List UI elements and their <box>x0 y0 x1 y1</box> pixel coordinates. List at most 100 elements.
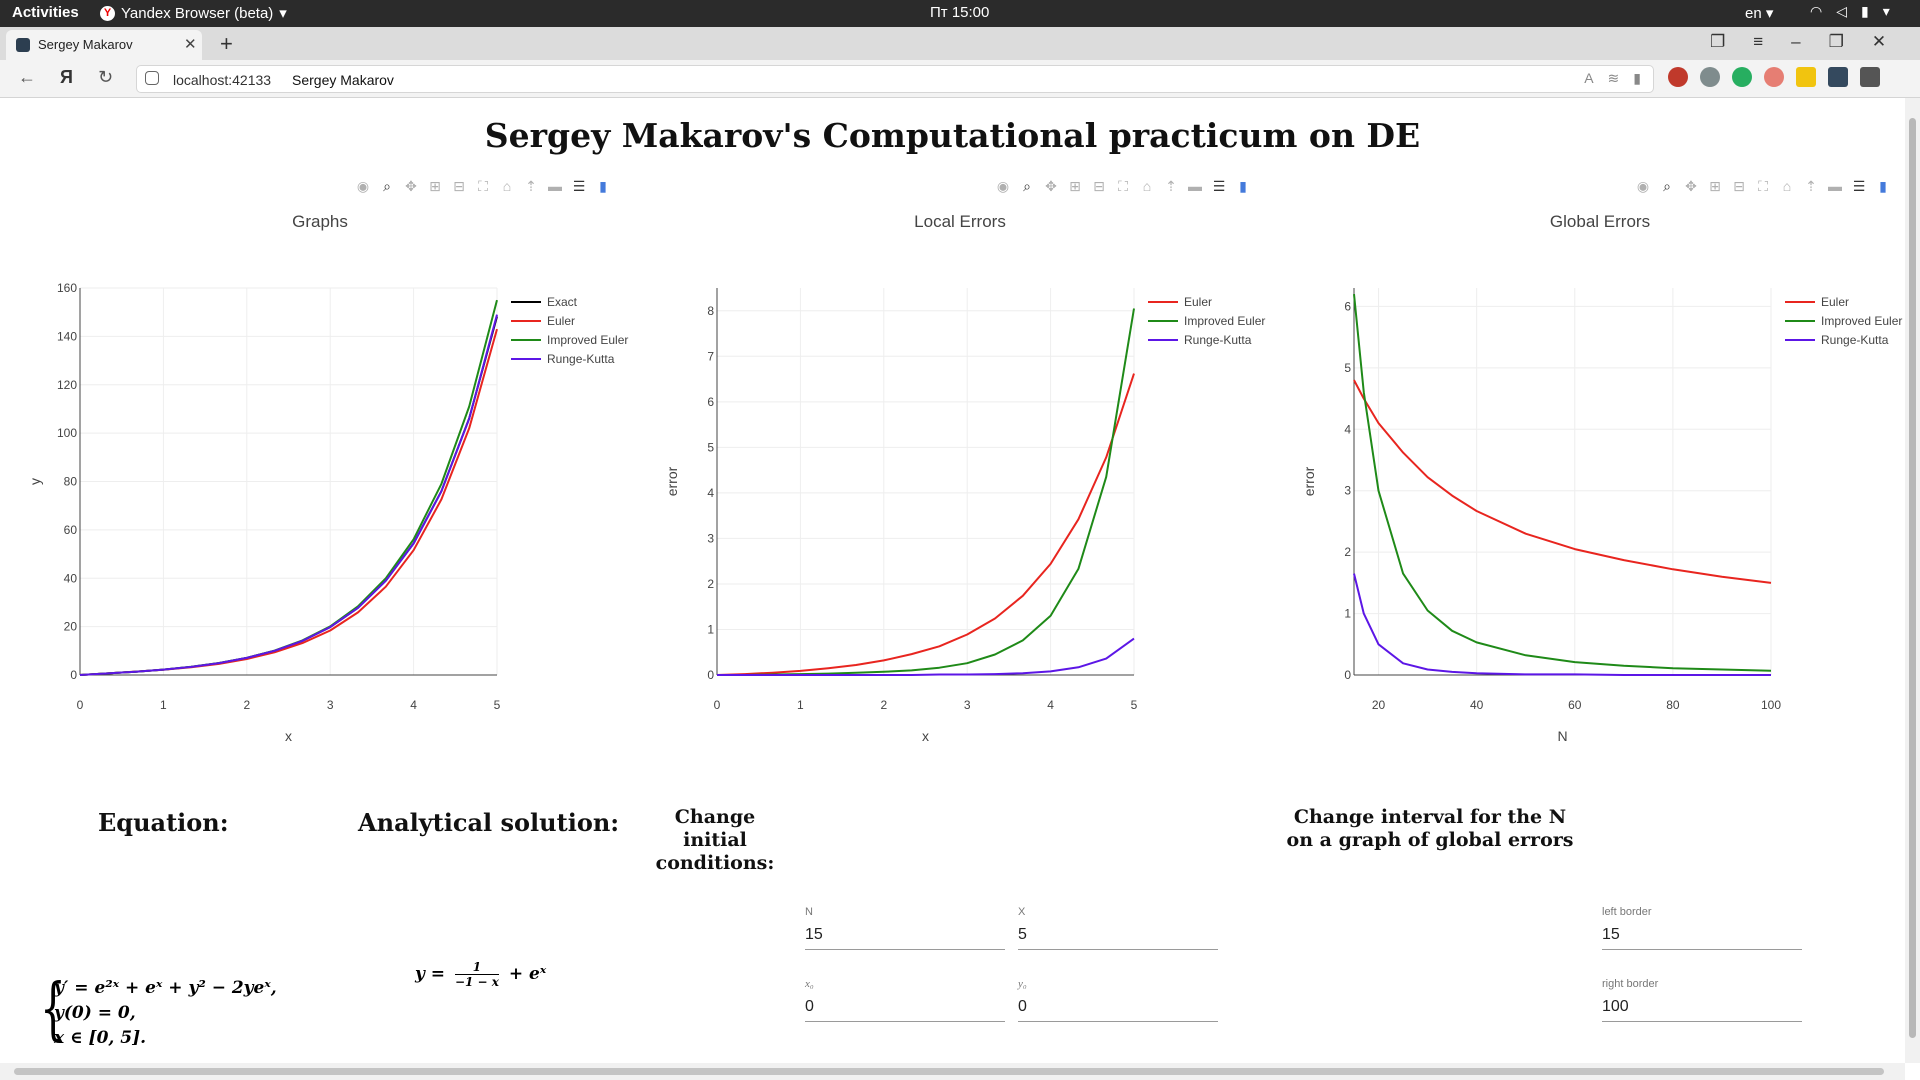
bug-extension-icon[interactable] <box>1668 67 1688 87</box>
site-info-icon[interactable] <box>145 71 159 85</box>
translate-icon[interactable]: A <box>1584 70 1594 86</box>
hover-closest-icon[interactable]: ▬ <box>548 178 562 194</box>
camera-icon[interactable]: ◉ <box>996 178 1010 194</box>
plot-modebar: ◉ ⌕ ✥ ⊞ ⊟ ⛶ ⌂ ⇡ ▬ ☰ ▮ <box>995 178 1251 195</box>
autoscale-icon[interactable]: ⛶ <box>1758 178 1768 194</box>
zoom-icon[interactable]: ⌕ <box>1663 178 1671 194</box>
hover-closest-icon[interactable]: ▬ <box>1188 178 1202 194</box>
reset-axes-icon[interactable]: ⌂ <box>1142 178 1152 194</box>
scrollbar-thumb[interactable] <box>14 1068 1884 1075</box>
page-title: Sergey Makarov's Computational practicum… <box>484 116 1421 155</box>
yandex-home-icon[interactable]: Я <box>60 67 73 87</box>
reset-axes-icon[interactable]: ⌂ <box>1782 178 1792 194</box>
series-line <box>717 637 1135 676</box>
spike-lines-icon[interactable]: ⇡ <box>525 178 537 194</box>
spike-lines-icon[interactable]: ⇡ <box>1805 178 1817 194</box>
autoscale-icon[interactable]: ⛶ <box>478 178 488 194</box>
menu-icon[interactable]: ≡ <box>1753 32 1764 51</box>
camera-icon[interactable]: ◉ <box>356 178 370 194</box>
new-tab-button[interactable]: + <box>220 31 233 56</box>
downloads-icon[interactable] <box>1860 67 1880 87</box>
zoom-in-icon[interactable]: ⊞ <box>429 178 441 194</box>
hover-compare-icon[interactable]: ☰ <box>1852 178 1866 194</box>
clock[interactable]: Пт 15:00 <box>930 4 990 21</box>
battery-extension-icon[interactable] <box>1796 67 1816 87</box>
camera-icon[interactable]: ◉ <box>1636 178 1650 194</box>
shield-extension-icon[interactable] <box>1732 67 1752 87</box>
zoom-out-icon[interactable]: ⊟ <box>1733 178 1745 194</box>
close-window-icon[interactable]: ✕ <box>1871 32 1887 51</box>
series-line <box>1353 294 1772 672</box>
x-label: X <box>1018 906 1026 918</box>
n-field: N <box>805 906 1005 964</box>
y-tick-label: 160 <box>57 281 77 295</box>
devtools-extension-icon[interactable] <box>1828 67 1848 87</box>
zoom-icon[interactable]: ⌕ <box>383 178 391 194</box>
global-errors-plot[interactable]: ◉ ⌕ ✥ ⊞ ⊟ ⛶ ⌂ ⇡ ▬ ☰ ▮ Global Errors 20 40 60 80 100 0 1 2… <box>1280 178 1905 818</box>
scrollbar-thumb[interactable] <box>1909 118 1916 1038</box>
autoscale-icon[interactable]: ⛶ <box>1118 178 1128 194</box>
minimize-icon[interactable]: – <box>1791 32 1801 51</box>
hover-compare-icon[interactable]: ☰ <box>572 178 586 194</box>
tab-active[interactable]: Sergey Makarov ✕ <box>6 30 202 60</box>
reader-icon[interactable]: ≋ <box>1607 70 1620 86</box>
y0-input[interactable] <box>1018 992 1218 1022</box>
y-tick-label: 0 <box>70 668 77 682</box>
left-border-input[interactable] <box>1602 920 1802 950</box>
spike-lines-icon[interactable]: ⇡ <box>1165 178 1177 194</box>
back-icon[interactable]: ← <box>18 67 36 87</box>
right-border-input[interactable] <box>1602 992 1802 1022</box>
bookmark-icon[interactable]: ▮ <box>1633 70 1641 86</box>
omnibox[interactable]: localhost:42133 Sergey Makarov A ≋ ▮ <box>136 65 1654 93</box>
plotly-logo-icon[interactable]: ▮ <box>599 178 607 194</box>
window-controls: ❐ ≡ – ❐ ✕ <box>1710 32 1886 52</box>
x-tick-label: 5 <box>494 698 501 712</box>
y-tick-label: 6 <box>1344 299 1351 313</box>
y-tick-label: 60 <box>64 523 78 537</box>
close-tab-icon[interactable]: ✕ <box>184 36 197 53</box>
reload-icon[interactable]: ↻ <box>98 67 114 87</box>
keyboard-language[interactable]: en ▾ <box>1745 5 1774 22</box>
zoom-in-icon[interactable]: ⊞ <box>1069 178 1081 194</box>
tab-bar: Sergey Makarov ✕ <box>0 27 1920 60</box>
y-tick-label: 80 <box>64 475 78 489</box>
reset-axes-icon[interactable]: ⌂ <box>502 178 512 194</box>
app-menu[interactable]: Y Yandex Browser (beta) ▾ <box>100 4 287 22</box>
plotly-logo-icon[interactable]: ▮ <box>1239 178 1247 194</box>
graphs-plot[interactable]: ◉ ⌕ ✥ ⊞ ⊟ ⛶ ⌂ ⇡ ▬ ☰ ▮ Graphs 0 1 2 3 4 5 0 20 40 60 80 100 120… <box>0 178 640 818</box>
zoom-out-icon[interactable]: ⊟ <box>1093 178 1105 194</box>
x0-input[interactable] <box>805 992 1005 1022</box>
pan-icon[interactable]: ✥ <box>1685 178 1697 194</box>
zoom-in-icon[interactable]: ⊞ <box>1709 178 1721 194</box>
tab-title: Sergey Makarov <box>38 37 133 52</box>
pan-icon[interactable]: ✥ <box>1045 178 1057 194</box>
n-input[interactable] <box>805 920 1005 950</box>
keyboard-language-label: en <box>1745 5 1762 22</box>
vertical-scrollbar[interactable] <box>1905 98 1920 1063</box>
y-tick-label: 3 <box>1344 484 1351 498</box>
hover-closest-icon[interactable]: ▬ <box>1828 178 1842 194</box>
pan-icon[interactable]: ✥ <box>405 178 417 194</box>
bookmarks-panel-icon[interactable]: ❐ <box>1710 32 1726 51</box>
screenshot-extension-icon[interactable] <box>1764 67 1784 87</box>
x-tick-label: 2 <box>880 698 887 712</box>
x0-field: x₀ <box>805 978 1005 1036</box>
x-tick-label: 3 <box>964 698 971 712</box>
plotly-logo-icon[interactable]: ▮ <box>1879 178 1887 194</box>
x-input[interactable] <box>1018 920 1218 950</box>
maximize-icon[interactable]: ❐ <box>1828 32 1844 51</box>
zoom-out-icon[interactable]: ⊟ <box>453 178 465 194</box>
activities-button[interactable]: Activities <box>12 4 79 21</box>
local-errors-plot[interactable]: ◉ ⌕ ✥ ⊞ ⊟ ⛶ ⌂ ⇡ ▬ ☰ ▮ Local Errors 0 1 2 3 4 5 0 1 2 3 4 5 6 7 8… <box>640 178 1280 818</box>
system-tray[interactable]: ◠ ◁ ▮ ▾ <box>1810 3 1890 20</box>
graphs-chart[interactable]: 0 1 2 3 4 5 0 20 40 60 80 100 120 140 160 x y Exact Euler I… <box>0 178 640 818</box>
horizontal-scrollbar[interactable] <box>0 1063 1905 1080</box>
y-tick-label: 1 <box>1344 607 1351 621</box>
zoom-icon[interactable]: ⌕ <box>1023 178 1031 194</box>
series-line <box>79 299 498 676</box>
dollar-extension-icon[interactable] <box>1700 67 1720 87</box>
local-errors-chart[interactable]: 0 1 2 3 4 5 0 1 2 3 4 5 6 7 8 x error Euler Improved Euler… <box>640 178 1280 818</box>
hover-compare-icon[interactable]: ☰ <box>1212 178 1226 194</box>
y-tick-label: 2 <box>707 577 714 591</box>
